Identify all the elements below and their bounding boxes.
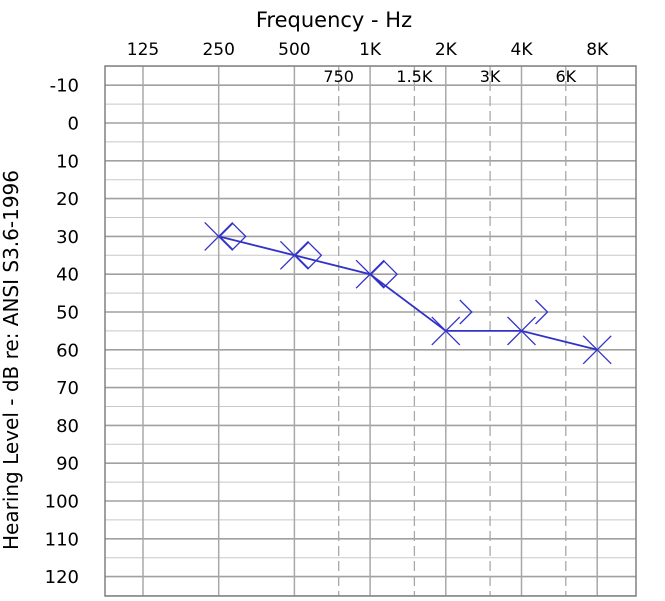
x-marker (431, 316, 461, 346)
x-minor-tick-label: 3K (480, 67, 501, 86)
x-tick-label: 1K (359, 40, 382, 60)
x-axis-title: Frequency - Hz (256, 8, 412, 32)
x-tick-label: 4K (511, 40, 534, 60)
grid (104, 65, 637, 597)
chevron-marker (535, 299, 549, 325)
y-tick-label: -10 (50, 76, 79, 97)
x-tick-labels: 125 250 500 1K 2K 4K 8K 750 1.5K 3K 6K (127, 40, 609, 86)
y-tick-label: 0 (68, 114, 79, 135)
series-line (218, 235, 598, 351)
chevron-marker (459, 299, 473, 325)
y-tick-label: 100 (45, 492, 79, 513)
x-marker (279, 240, 309, 270)
x-marker (204, 221, 234, 251)
y-tick-labels: -10 0 10 20 30 40 50 60 70 80 90 100 110 120 (45, 76, 79, 588)
y-tick-label: 40 (56, 265, 79, 286)
y-tick-label: 20 (56, 189, 79, 210)
x-minor-tick-label: 1.5K (396, 67, 432, 86)
diamond-marker (370, 260, 399, 289)
plot-frame (104, 65, 637, 597)
x-marker-stroke (507, 316, 536, 346)
x-tick-label: 125 (127, 40, 159, 60)
x-tick-label: 8K (586, 40, 609, 60)
x-marker-stroke (204, 221, 234, 251)
data-series (204, 221, 612, 365)
y-tick-label: 90 (56, 454, 79, 475)
x-marker (355, 259, 385, 289)
x-minor-tick-label: 750 (323, 67, 354, 86)
x-marker-stroke (279, 240, 309, 270)
y-tick-label: 110 (45, 529, 79, 550)
x-marker (582, 335, 612, 365)
y-tick-label: 70 (56, 378, 79, 399)
x-marker-stroke (355, 259, 385, 289)
y-tick-label: 120 (45, 567, 79, 588)
x-tick-label: 2K (435, 40, 458, 60)
y-tick-label: 60 (56, 340, 79, 361)
y-tick-label: 10 (56, 151, 79, 172)
x-marker (507, 316, 536, 346)
x-tick-label: 500 (278, 40, 310, 60)
diamond-marker (218, 222, 247, 251)
x-marker-stroke (431, 316, 461, 346)
y-axis-title: Hearing Level - dB re: ANSI S3.6-1996 (0, 170, 23, 550)
x-tick-label: 250 (202, 40, 234, 60)
y-tick-label: 80 (56, 416, 79, 437)
y-tick-label: 50 (56, 303, 79, 324)
x-marker-stroke (582, 335, 612, 365)
y-tick-label: 30 (56, 227, 79, 248)
x-minor-tick-label: 6K (555, 67, 576, 86)
diamond-marker (294, 241, 323, 270)
